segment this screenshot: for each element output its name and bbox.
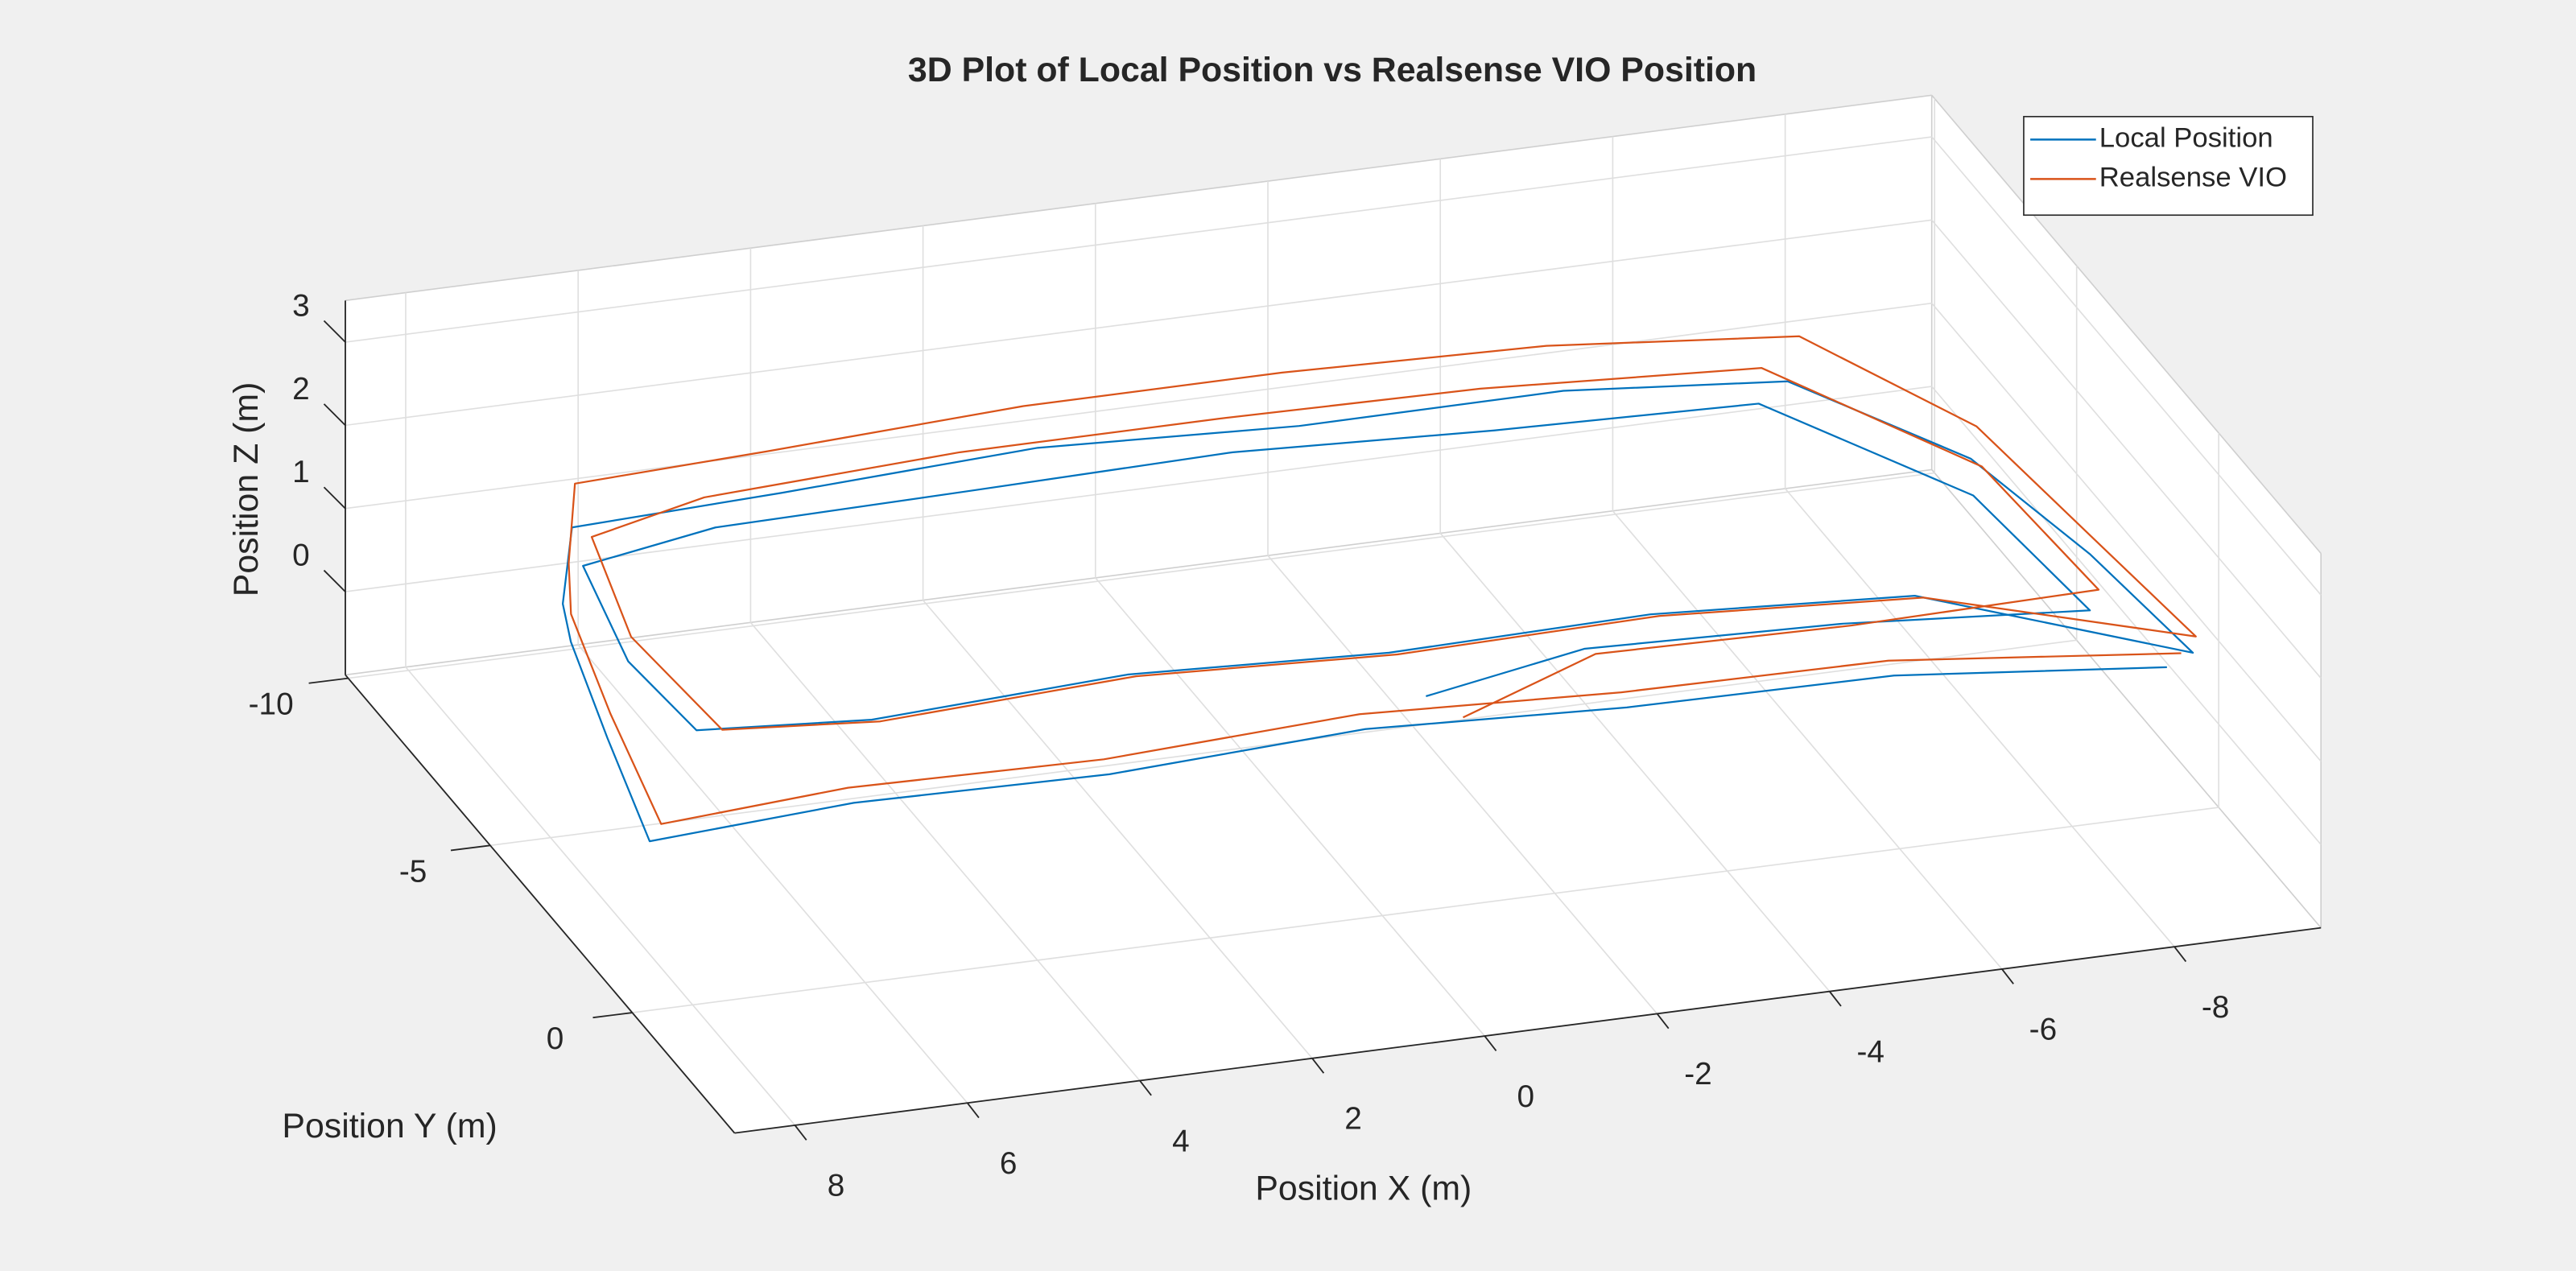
bg-layer <box>345 95 2322 1133</box>
grid-line <box>1612 510 2003 970</box>
x-tick-label: -2 <box>1684 1057 1711 1091</box>
grid-line <box>405 666 796 1126</box>
data-layer <box>561 335 2197 843</box>
x-tick <box>1139 1079 1152 1096</box>
grid-line <box>1267 555 1658 1014</box>
z-tick <box>323 320 346 343</box>
x-tick-label: -4 <box>1856 1034 1884 1069</box>
grid-line <box>1439 532 1831 992</box>
grid-layer <box>345 94 2322 1126</box>
x-tick <box>1311 1058 1325 1074</box>
axes-layer <box>308 300 2322 1141</box>
x-tick <box>794 1125 807 1141</box>
legend: Local Position Realsense VIO <box>2023 116 2314 217</box>
x-tick-label: -6 <box>2029 1013 2057 1047</box>
x-tick-label: 4 <box>1172 1124 1190 1158</box>
y-tick-label: 0 <box>547 1021 564 1056</box>
plot-area <box>345 95 2322 1133</box>
grid-line <box>1931 219 2322 679</box>
legend-label: Local Position <box>2099 123 2273 154</box>
grid-line <box>1095 577 1485 1037</box>
grid-line <box>345 302 1932 510</box>
z-tick <box>323 486 346 510</box>
z-tick-label: 1 <box>292 455 310 489</box>
grid-line <box>577 644 968 1104</box>
y-tick <box>592 1012 633 1019</box>
x-tick <box>1484 1035 1497 1051</box>
y-tick <box>450 844 491 852</box>
z-tick-label: 2 <box>292 372 310 406</box>
y-axis-label: Position Y (m) <box>282 1107 497 1145</box>
labels-layer: -8 -6 -4 -2 0 2 4 6 8 -10 -5 0 0 1 2 3 Local Position Rea… <box>249 116 2314 1203</box>
grid-line <box>345 219 1932 427</box>
box-edge <box>1931 94 2322 555</box>
x-axis-label: Position X (m) <box>1255 1169 1472 1207</box>
y-axis-line <box>345 674 736 1134</box>
z-tick <box>323 569 346 592</box>
x-axis-line <box>734 926 2322 1134</box>
grid-line <box>1785 488 2175 947</box>
grid-line <box>632 807 2219 1013</box>
z-tick-label: 0 <box>292 538 310 572</box>
chart-title: 3D Plot of Local Position vs Realsense V… <box>908 51 1757 89</box>
z-axis-label: Position Z (m) <box>227 382 266 597</box>
legend-label: Realsense VIO <box>2099 163 2287 193</box>
y-tick-label: -10 <box>249 687 294 722</box>
x-tick-label: 8 <box>828 1169 845 1203</box>
box-edge <box>345 94 1932 302</box>
box-edge <box>1931 468 2322 929</box>
grid-line <box>922 600 1313 1059</box>
x-tick <box>966 1102 980 1119</box>
z-tick-label: 3 <box>292 288 310 323</box>
x-tick-label: -8 <box>2202 990 2229 1025</box>
grid-line <box>345 136 1932 343</box>
trajectory-line <box>561 380 2194 843</box>
y-tick-label: -5 <box>399 854 427 889</box>
grid-line <box>1931 136 2322 596</box>
x-tick <box>2174 946 2187 963</box>
trajectory-line <box>568 335 2197 825</box>
grid-line <box>1931 303 2322 762</box>
x-tick <box>1656 1013 1670 1030</box>
x-tick <box>2001 968 2014 984</box>
x-tick-label: 2 <box>1344 1102 1362 1137</box>
box-edge <box>345 468 1932 676</box>
y-tick <box>308 677 349 684</box>
grid-line <box>348 472 1935 679</box>
grid-line <box>1931 386 2322 845</box>
x-tick-label: 6 <box>1000 1146 1018 1181</box>
grid-line <box>749 621 1141 1082</box>
x-tick <box>1828 991 1842 1007</box>
legend-box <box>2023 116 2314 217</box>
x-tick-label: 0 <box>1517 1079 1535 1114</box>
z-tick <box>323 403 346 427</box>
